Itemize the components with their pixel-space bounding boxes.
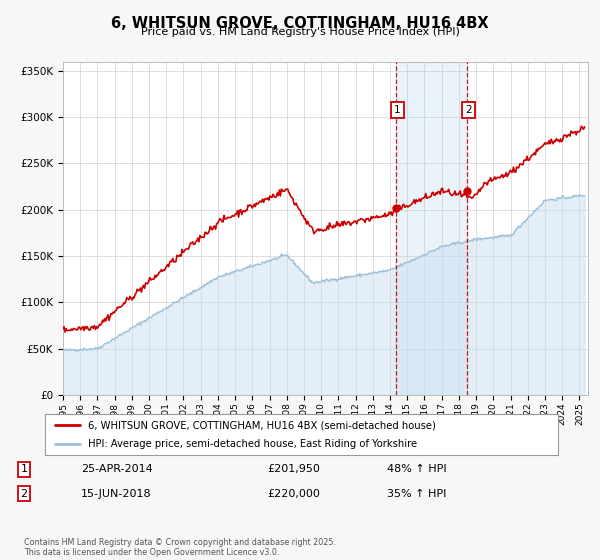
Text: 1: 1 [394, 105, 401, 115]
Text: Price paid vs. HM Land Registry's House Price Index (HPI): Price paid vs. HM Land Registry's House … [140, 27, 460, 37]
Text: 2: 2 [20, 489, 28, 499]
Text: 6, WHITSUN GROVE, COTTINGHAM, HU16 4BX (semi-detached house): 6, WHITSUN GROVE, COTTINGHAM, HU16 4BX (… [88, 421, 436, 430]
Text: Contains HM Land Registry data © Crown copyright and database right 2025.
This d: Contains HM Land Registry data © Crown c… [24, 538, 336, 557]
Bar [395, 62, 467, 395]
Text: 25-APR-2014: 25-APR-2014 [81, 464, 153, 474]
Text: 15-JUN-2018: 15-JUN-2018 [81, 489, 152, 499]
Text: £201,950: £201,950 [267, 464, 320, 474]
Text: 6, WHITSUN GROVE, COTTINGHAM, HU16 4BX: 6, WHITSUN GROVE, COTTINGHAM, HU16 4BX [111, 16, 489, 31]
Text: 2: 2 [465, 105, 472, 115]
Text: 1: 1 [20, 464, 28, 474]
Text: 35% ↑ HPI: 35% ↑ HPI [387, 489, 446, 499]
Text: £220,000: £220,000 [267, 489, 320, 499]
Text: HPI: Average price, semi-detached house, East Riding of Yorkshire: HPI: Average price, semi-detached house,… [88, 439, 417, 449]
Text: 48% ↑ HPI: 48% ↑ HPI [387, 464, 446, 474]
